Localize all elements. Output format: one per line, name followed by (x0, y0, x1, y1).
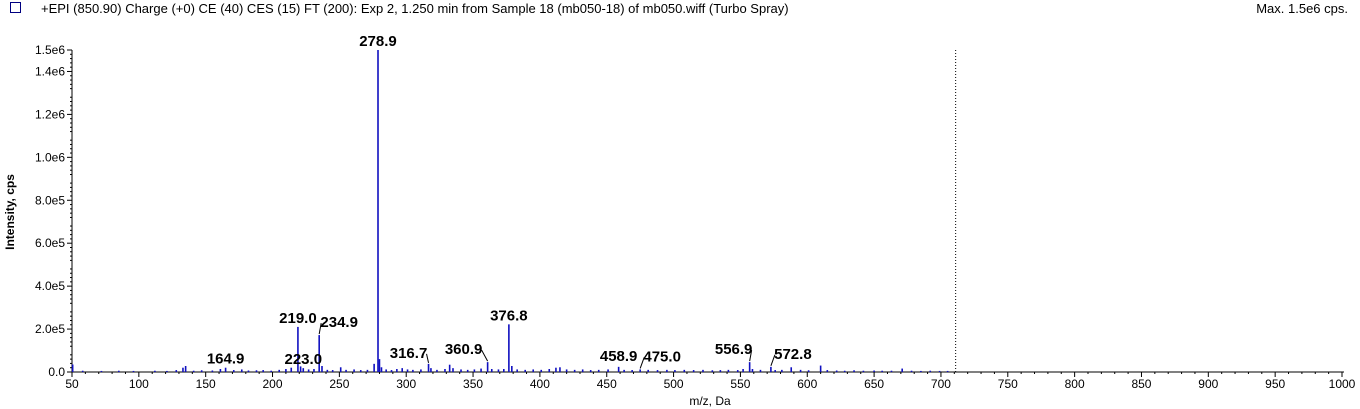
y-axis: 0.0 2.0e5 4.0e5 6.0e5 8.0e5 1.0e6 1.2e6 1.4e6 1.… (35, 43, 73, 379)
x-tick-label: 450 (597, 377, 617, 391)
peak-label: 458.9 (600, 348, 638, 365)
peak-label: 376.8 (490, 307, 528, 324)
y-tick-label: 1.0e6 (35, 150, 65, 164)
x-tick-label: 400 (530, 377, 550, 391)
peak-label: 360.9 (445, 341, 483, 358)
x-axis-title: m/z, Da (689, 394, 731, 408)
legend-swatch (10, 2, 21, 13)
peak-labels: 164.9 219.0 223.0 234.9 278.9 316.7 360.9 376.8… (207, 33, 812, 369)
x-tick-label: 650 (864, 377, 884, 391)
y-tick-label: 8.0e5 (35, 193, 65, 207)
peak-label-leader (639, 357, 645, 369)
x-tick-label: 200 (263, 377, 283, 391)
y-axis-title: Intensity, cps (3, 174, 17, 250)
x-tick-label: 300 (396, 377, 416, 391)
peak-label-leader (749, 350, 753, 362)
peak-label: 316.7 (390, 345, 428, 362)
peaks (71, 50, 949, 372)
peak-label: 278.9 (359, 33, 397, 50)
x-tick-label: 50 (65, 377, 79, 391)
y-tick-label: 1.5e6 (35, 43, 65, 57)
peak-label-leader (770, 354, 776, 367)
x-tick-label: 900 (1198, 377, 1218, 391)
y-tick-label: 6.0e5 (35, 236, 65, 250)
y-tick-label: 1.2e6 (35, 107, 65, 121)
x-tick-label: 250 (329, 377, 349, 391)
peak-label: 164.9 (207, 351, 245, 368)
x-axis: 50 100 150 200 250 300 350 400 450 500 550 600 650 70… (65, 50, 1356, 391)
peak-label: 475.0 (643, 348, 681, 365)
y-tick-label: 0.0 (48, 365, 65, 379)
y-tick-label: 4.0e5 (35, 279, 65, 293)
x-tick-label: 600 (797, 377, 817, 391)
x-tick-label: 1000 (1329, 377, 1356, 391)
y-tick-label: 1.4e6 (35, 64, 65, 78)
x-tick-label: 550 (730, 377, 750, 391)
x-tick-label: 850 (1131, 377, 1151, 391)
chart-title: +EPI (850.90) Charge (+0) CE (40) CES (1… (41, 1, 789, 16)
max-intensity-label: Max. 1.5e6 cps. (1256, 1, 1348, 16)
y-tick-label: 2.0e5 (35, 322, 65, 336)
peak-label-leader (481, 349, 489, 362)
peak-label: 223.0 (285, 351, 323, 368)
peak-label: 219.0 (279, 310, 317, 327)
x-tick-label: 100 (129, 377, 149, 391)
peak-label: 556.9 (715, 341, 753, 358)
peak-label-leader (426, 353, 430, 363)
x-tick-label: 700 (931, 377, 951, 391)
peak-label-leader (318, 322, 322, 335)
x-tick-label: 350 (463, 377, 483, 391)
x-tick-label: 150 (196, 377, 216, 391)
x-tick-label: 500 (664, 377, 684, 391)
peak-label: 572.8 (774, 346, 812, 363)
x-tick-label: 950 (1265, 377, 1285, 391)
x-tick-label: 750 (998, 377, 1018, 391)
peak-label: 234.9 (320, 314, 358, 331)
x-tick-label: 800 (1065, 377, 1085, 391)
